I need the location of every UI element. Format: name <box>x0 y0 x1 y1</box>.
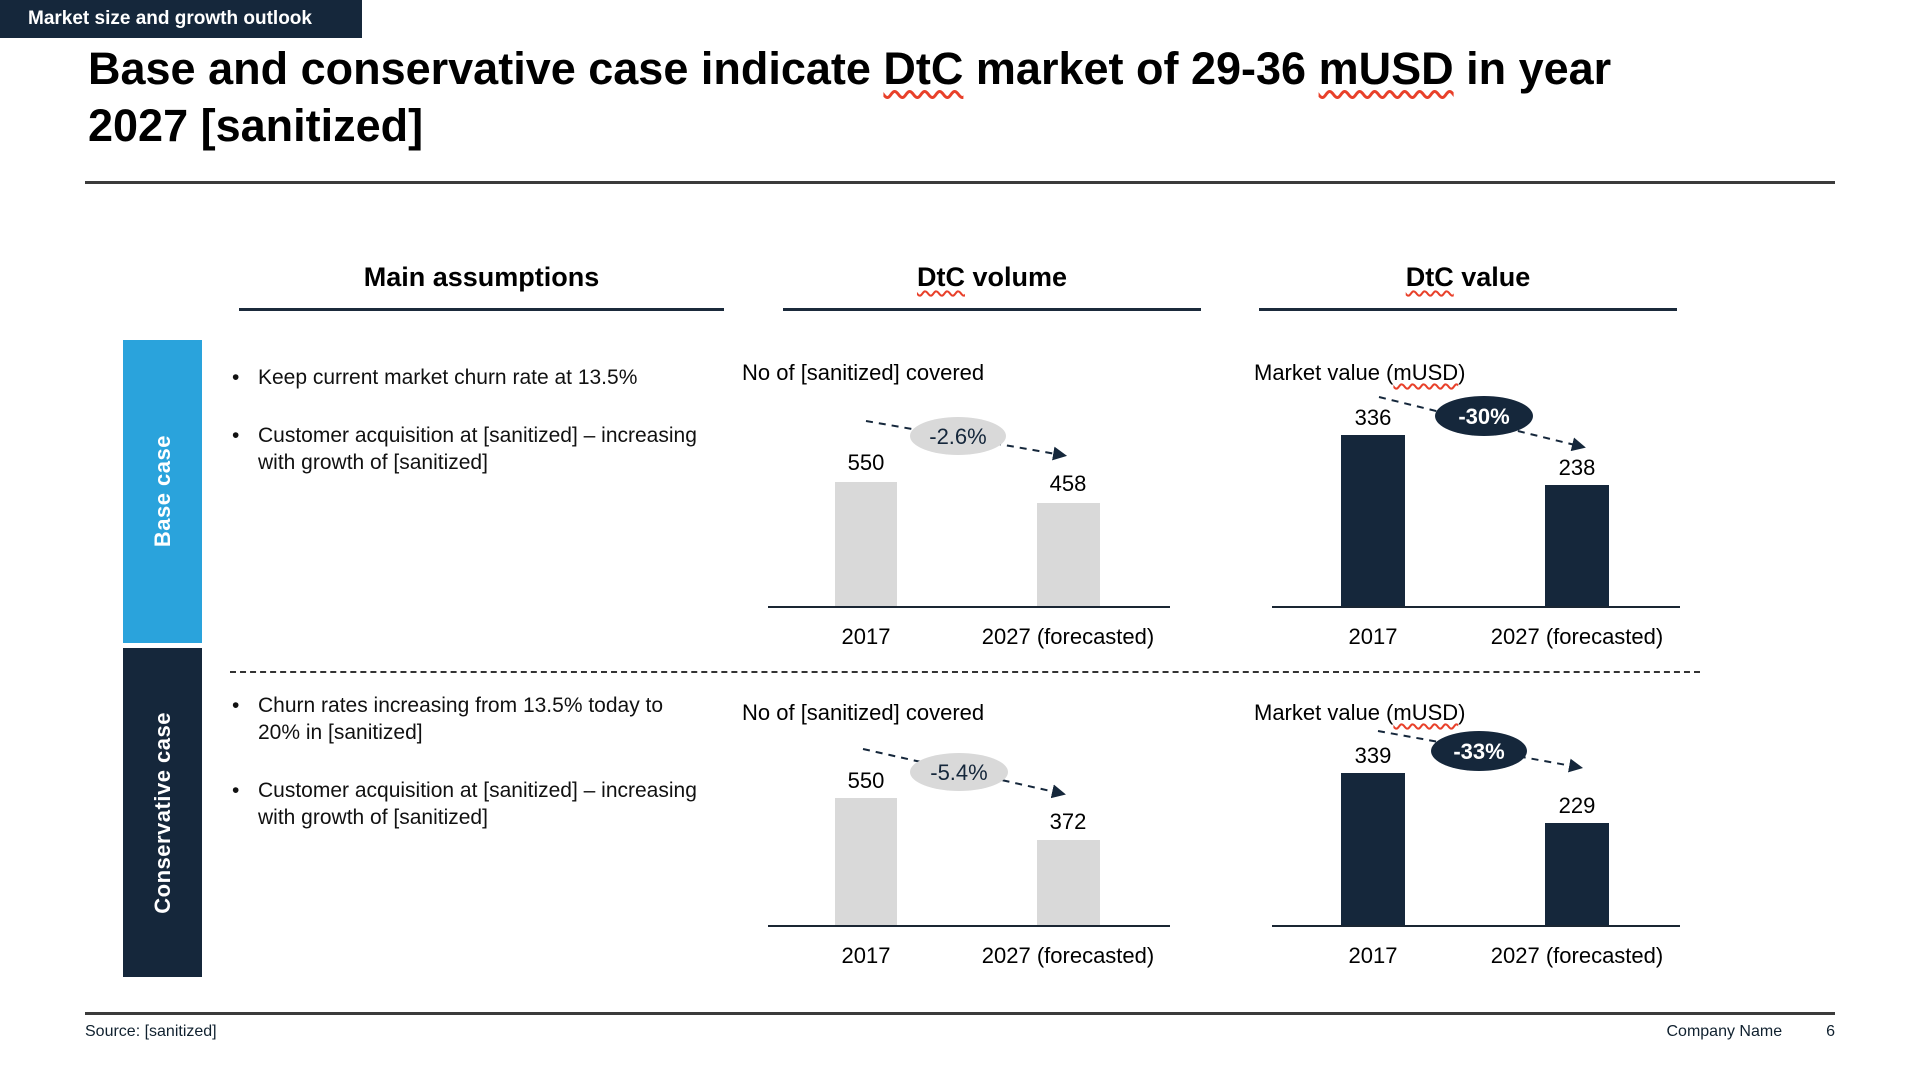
bar-2027 <box>1545 823 1609 927</box>
list-item: Customer acquisition at [sanitized] – in… <box>230 422 710 476</box>
change-label: -5.4% <box>930 760 987 785</box>
slide-tag: Market size and growth outlook <box>0 0 362 38</box>
title-divider <box>85 181 1835 184</box>
base-volume-chart: No of [sanitized] covered 550 458 2017 2… <box>740 350 1210 680</box>
title-text: market of 29-36 <box>963 43 1319 94</box>
x-tick-label: 2027 (forecasted) <box>981 943 1155 968</box>
chart-title-text: Market value ( <box>1254 700 1394 725</box>
base-case-assumptions-list: Keep current market churn rate at 13.5% … <box>230 364 710 476</box>
chart-title-text: Market value ( <box>1254 360 1394 385</box>
x-tick-label: 2017 <box>1348 943 1398 968</box>
change-badge <box>1435 396 1533 436</box>
bar-value-label: 229 <box>1558 793 1596 818</box>
x-tick-label: 2017 <box>1348 624 1398 649</box>
conservative-case-assumptions-list: Churn rates increasing from 13.5% today … <box>230 692 710 831</box>
bar-2017 <box>1341 435 1405 608</box>
footer-right: Company Name 6 <box>1666 1023 1835 1041</box>
bar-2017 <box>835 798 897 927</box>
x-axis <box>1272 925 1680 927</box>
row-label-conservative-case: Conservative case <box>123 648 202 977</box>
bar-2027 <box>1037 840 1100 927</box>
conservative-volume-chart: No of [sanitized] covered 550 372 2017 2… <box>740 690 1210 1000</box>
bar-value-label: 458 <box>1049 471 1087 496</box>
column-header-dtc-volume: DtC volume <box>783 262 1201 311</box>
chart-title: No of [sanitized] covered <box>742 700 985 725</box>
source-note: Source: [sanitized] <box>85 1023 217 1040</box>
title-text-musd: mUSD <box>1318 43 1454 94</box>
page-title: Base and conservative case indicate DtC … <box>88 40 1818 154</box>
chart-title-text-musd: mUSD <box>1393 700 1459 725</box>
column-header-label: Main assumptions <box>363 262 600 292</box>
trend-arrow <box>1377 730 1584 773</box>
list-item: Churn rates increasing from 13.5% today … <box>230 692 710 746</box>
row-label-text: Conservative case <box>149 711 175 914</box>
chart-title-text-musd: mUSD <box>1393 360 1459 385</box>
change-badge <box>910 753 1008 791</box>
change-label: -2.6% <box>929 424 986 449</box>
title-text: in year <box>1453 43 1612 94</box>
row-label-base-case: Base case <box>123 340 202 643</box>
chart-title: No of [sanitized] covered <box>742 360 985 385</box>
column-header-label: DtC <box>1405 262 1454 292</box>
x-axis <box>1272 606 1680 608</box>
row-divider <box>230 671 1700 673</box>
chart-title-text: ) <box>1458 700 1466 725</box>
list-item: Keep current market churn rate at 13.5% <box>230 364 710 391</box>
column-header-label: value <box>1453 262 1531 292</box>
bar-2027 <box>1545 485 1609 608</box>
row-label-text: Base case <box>149 435 175 548</box>
column-header-label: DtC <box>916 262 965 292</box>
change-label: -30% <box>1458 404 1509 429</box>
chart-title-text: ) <box>1458 360 1466 385</box>
bar-2027 <box>1037 503 1100 608</box>
bar-value-label: 550 <box>847 768 885 793</box>
company-name: Company Name <box>1666 1023 1783 1040</box>
x-axis <box>768 925 1170 927</box>
trend-annotation: -2.6% <box>865 417 1068 461</box>
chart-title: Market value (mUSD) <box>1254 360 1466 386</box>
trend-annotation: -5.4% <box>862 748 1066 799</box>
title-text-line2: 2027 [sanitized] <box>88 100 424 151</box>
bar-2017 <box>835 482 897 608</box>
x-tick-label: 2017 <box>841 943 891 968</box>
column-header-assumptions: Main assumptions <box>239 262 724 311</box>
x-tick-label: 2027 (forecasted) <box>1490 943 1664 968</box>
chart-title: Market value (mUSD) <box>1254 700 1466 726</box>
trend-arrow <box>862 748 1066 799</box>
list-item: Customer acquisition at [sanitized] – in… <box>230 777 710 831</box>
trend-annotation: -33% <box>1377 730 1584 773</box>
change-badge <box>1431 731 1527 771</box>
x-tick-label: 2027 (forecasted) <box>981 624 1155 649</box>
title-text-dtc: DtC <box>883 43 964 94</box>
bar-value-label: 339 <box>1354 743 1392 768</box>
x-tick-label: 2027 (forecasted) <box>1490 624 1664 649</box>
x-tick-label: 2017 <box>841 624 891 649</box>
bar-value-label: 372 <box>1049 809 1087 834</box>
change-badge <box>910 417 1006 455</box>
title-text: Base and conservative case indicate <box>88 43 884 94</box>
column-header-dtc-value: DtC value <box>1259 262 1677 311</box>
page-number: 6 <box>1826 1023 1835 1040</box>
conservative-value-chart: Market value (mUSD) 339 229 2017 2027 (f… <box>1252 690 1722 1000</box>
bar-2017 <box>1341 773 1405 927</box>
bar-value-label: 238 <box>1558 455 1596 480</box>
footer-divider <box>85 1012 1835 1015</box>
change-label: -33% <box>1453 739 1504 764</box>
bar-value-label: 336 <box>1354 405 1392 430</box>
x-axis <box>768 606 1170 608</box>
trend-annotation: -30% <box>1378 396 1586 452</box>
bar-value-label: 550 <box>847 450 885 475</box>
base-value-chart: Market value (mUSD) 336 238 2017 2027 (f… <box>1252 350 1722 680</box>
column-header-label: volume <box>964 262 1068 292</box>
